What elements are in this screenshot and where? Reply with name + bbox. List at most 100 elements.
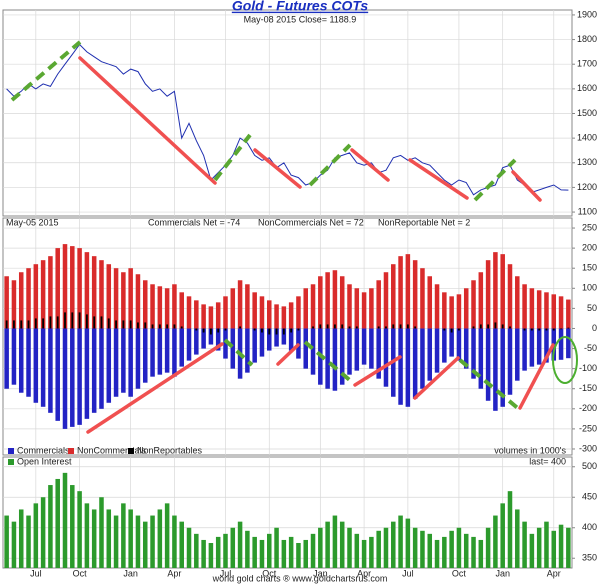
bar — [558, 296, 564, 329]
bar — [515, 328, 520, 381]
bar — [129, 320, 132, 329]
y-tick-label: -50 — [584, 343, 597, 353]
bar — [186, 296, 192, 329]
bar — [253, 328, 256, 331]
bar — [150, 284, 155, 329]
bar — [376, 530, 381, 568]
bar — [507, 328, 513, 395]
bar — [78, 312, 81, 329]
bar — [478, 539, 484, 568]
bar — [493, 328, 498, 411]
trend-line — [308, 143, 352, 187]
bar — [84, 503, 90, 568]
bar — [500, 328, 505, 407]
trend-line — [511, 170, 542, 202]
bar — [369, 328, 374, 369]
bar — [215, 302, 221, 329]
bar — [224, 328, 227, 331]
bar — [201, 304, 206, 329]
legend-swatch — [8, 459, 14, 465]
bar — [70, 485, 75, 568]
bar — [500, 254, 505, 329]
bar — [91, 256, 97, 329]
bar — [405, 254, 411, 329]
y-tick-label: -150 — [579, 383, 597, 393]
bar — [5, 320, 8, 329]
bar — [245, 328, 250, 373]
bar — [135, 274, 141, 329]
bar — [77, 491, 82, 568]
bar — [361, 539, 367, 568]
bar — [369, 536, 374, 568]
bar — [522, 328, 527, 371]
bar — [259, 296, 265, 329]
bar — [334, 324, 336, 329]
bar — [172, 284, 177, 329]
bar — [99, 328, 104, 409]
bar — [391, 264, 396, 329]
bar — [55, 248, 60, 329]
bar — [150, 515, 155, 568]
bar — [121, 503, 126, 568]
bar — [442, 292, 447, 329]
bar — [144, 322, 147, 329]
bar — [281, 328, 287, 345]
bar — [551, 530, 557, 568]
y-tick-label: 0 — [592, 323, 597, 333]
bar — [318, 276, 323, 329]
bar — [142, 280, 148, 329]
y-tick-label: 1400 — [577, 133, 597, 143]
y-tick-label: -100 — [579, 363, 597, 373]
bar — [252, 536, 257, 568]
bar — [195, 328, 198, 331]
bar — [223, 296, 228, 329]
bar — [420, 328, 425, 389]
bar — [85, 314, 88, 329]
bar — [545, 328, 548, 331]
bar — [376, 280, 381, 329]
panel-annotation: NonCommercials Net = 72 — [258, 217, 364, 227]
trend-line — [518, 343, 555, 410]
trend-line — [408, 158, 469, 200]
bar — [515, 509, 520, 568]
bar — [515, 276, 520, 329]
bar — [99, 497, 104, 568]
bar — [245, 284, 250, 329]
y-tick-label: 100 — [582, 283, 597, 293]
bar — [325, 328, 330, 389]
bar — [55, 478, 60, 568]
trend-line — [10, 40, 82, 102]
y-tick-label: -250 — [579, 423, 597, 433]
bar — [158, 324, 161, 329]
bar — [494, 322, 497, 329]
bar — [48, 328, 53, 413]
bar — [296, 542, 301, 568]
bar — [274, 527, 279, 568]
bar — [49, 316, 52, 329]
bar — [33, 328, 39, 403]
bar — [71, 312, 74, 329]
bar — [172, 328, 177, 377]
bar — [237, 280, 243, 329]
panel-annotation: Commercials Net = -74 — [148, 217, 240, 227]
bar — [55, 328, 60, 421]
bar — [398, 256, 403, 329]
bar — [485, 260, 491, 329]
bar — [122, 320, 125, 329]
bar — [215, 328, 221, 351]
y-tick-label: 350 — [582, 553, 597, 563]
bar — [208, 328, 214, 345]
x-tick-label: Jan — [313, 568, 328, 578]
trend-line — [276, 343, 300, 366]
panel-note: last= 400 — [529, 456, 566, 466]
bar — [180, 326, 183, 329]
bar — [274, 328, 279, 347]
bar — [522, 284, 527, 329]
bar — [70, 328, 75, 427]
bar — [399, 324, 402, 329]
bar — [267, 328, 272, 351]
bar — [332, 270, 338, 329]
bar — [77, 328, 82, 425]
bar — [434, 284, 440, 329]
bar — [237, 521, 243, 568]
